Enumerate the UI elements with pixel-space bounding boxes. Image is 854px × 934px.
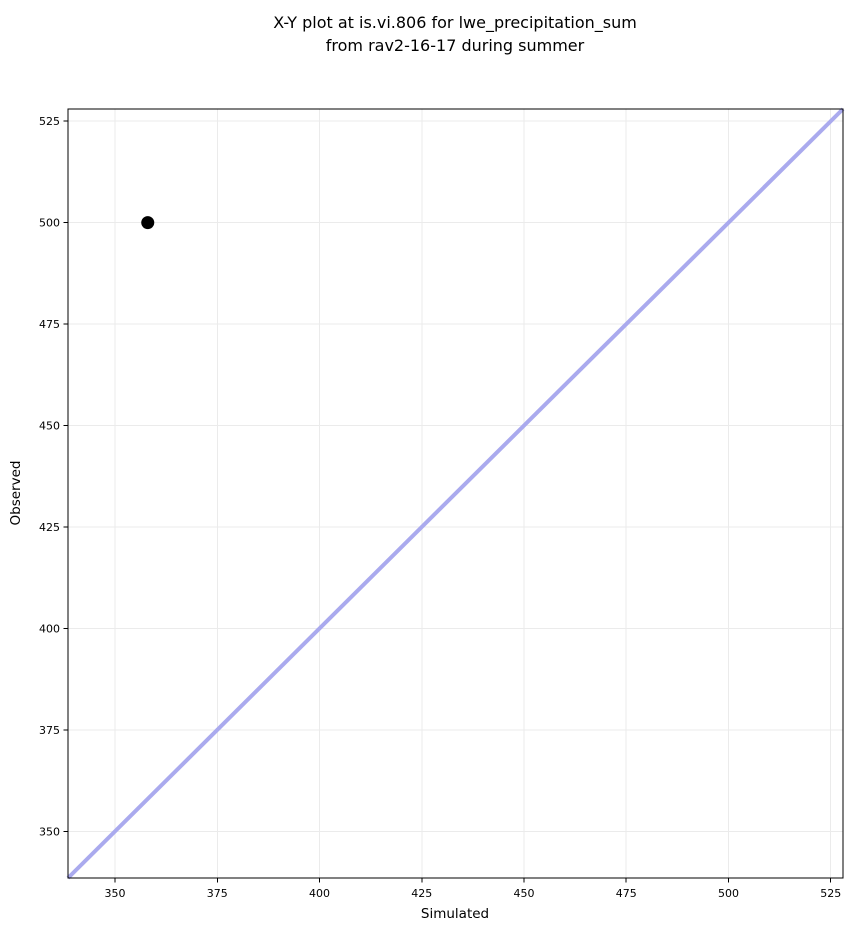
x-tick-label: 475 (616, 887, 637, 900)
x-tick-label: 525 (820, 887, 841, 900)
x-tick-label: 375 (207, 887, 228, 900)
x-axis-label: Simulated (420, 906, 490, 922)
y-axis-label: Observed (8, 460, 24, 526)
y-tick-label: 375 (39, 724, 60, 737)
x-tick-label: 425 (411, 887, 432, 900)
identity-line (66, 107, 845, 880)
x-tick-label: 500 (718, 887, 739, 900)
y-tick-label: 350 (39, 825, 60, 838)
y-tick-label: 525 (39, 115, 60, 128)
x-tick-label: 450 (514, 887, 535, 900)
chart-title-line1: X-Y plot at is.vi.806 for lwe_precipitat… (273, 13, 637, 32)
x-tick-label: 350 (105, 887, 126, 900)
y-tick-label: 425 (39, 521, 60, 534)
y-tick-label: 500 (39, 217, 60, 230)
y-tick-label: 450 (39, 420, 60, 433)
chart-title-line2: from rav2-16-17 during summer (325, 36, 585, 55)
chart-title: X-Y plot at is.vi.806 for lwe_precipitat… (273, 11, 637, 57)
axes-spines (67, 108, 844, 879)
x-tick-label: 400 (309, 887, 330, 900)
y-tick-label: 475 (39, 318, 60, 331)
data-point (141, 216, 155, 230)
y-tick-label: 400 (39, 622, 60, 635)
